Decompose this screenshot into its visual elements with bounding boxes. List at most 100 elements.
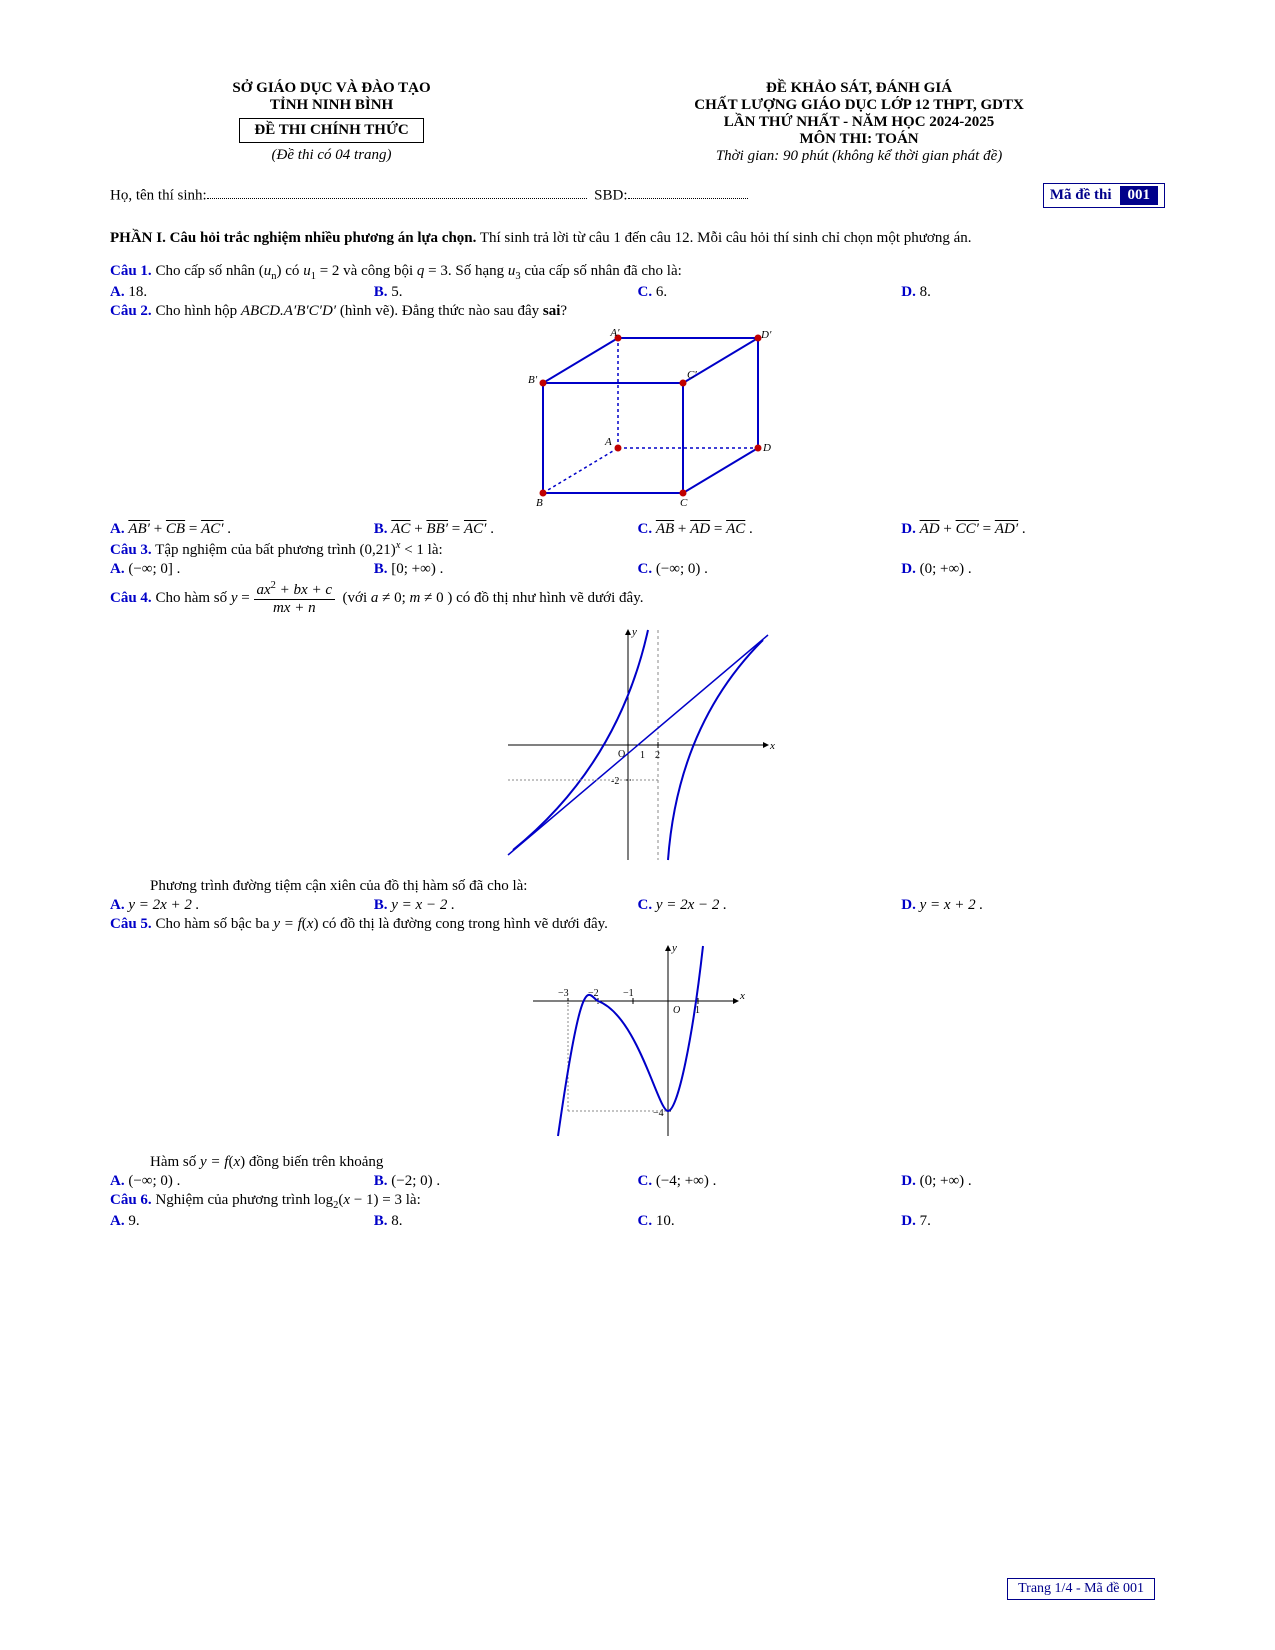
q5-svg: x y O −3 −2 −1 1 −4	[528, 941, 748, 1141]
svg-text:x: x	[739, 990, 745, 1002]
q1-A-text: 18.	[128, 284, 147, 300]
header-left: SỞ GIÁO DỤC VÀ ĐÀO TẠO TỈNH NINH BÌNH ĐỀ…	[110, 80, 553, 165]
q4-tb: (với	[339, 590, 371, 606]
q4-tc: ) có đồ thị như hình vẽ dưới đây.	[444, 590, 644, 606]
svg-text:y: y	[671, 942, 677, 954]
title2: CHẤT LƯỢNG GIÁO DỤC LỚP 12 THPT, GDTX	[553, 97, 1165, 114]
q2-choices: A. AB′ + CB = AC′ . B. AC + BB′ = AC′ . …	[110, 521, 1165, 538]
q1-choices: A. 18. B. 5. C. 6. D. 8.	[110, 284, 1165, 301]
q3-label: Câu 3.	[110, 542, 152, 558]
q2-text: Cho hình hộp ABCD.A′B′C′D′ (hình vẽ). Đẳ…	[152, 303, 567, 319]
q2-D: D. AD + CC′ = AD′ .	[901, 521, 1165, 538]
q3-A-text: (−∞; 0] .	[128, 561, 180, 577]
q3-D-text: (0; +∞) .	[920, 561, 972, 577]
svg-text:x: x	[769, 740, 775, 752]
svg-text:−1: −1	[623, 988, 634, 999]
q3-choices: A. (−∞; 0] . B. [0; +∞) . C. (−∞; 0) . D…	[110, 561, 1165, 578]
official-box: ĐỀ THI CHÍNH THỨC	[239, 118, 423, 143]
q6-D: D. 7.	[901, 1213, 1165, 1230]
q6-B-text: 8.	[391, 1213, 402, 1229]
q4-C: C. y = 2x − 2 .	[638, 897, 902, 914]
q5-pb: đồng biến trên khoảng	[245, 1154, 383, 1170]
q4-prompt: Phương trình đường tiệm cận xiên của đồ …	[150, 878, 1165, 895]
q1-A: A. 18.	[110, 284, 374, 301]
q3-D: D. (0; +∞) .	[901, 561, 1165, 578]
svg-text:2: 2	[655, 750, 660, 761]
q4-C-text: y = 2x − 2 .	[656, 897, 727, 913]
q1-tc: và công bội	[339, 263, 416, 279]
part1-heading: PHẦN I. Câu hỏi trắc nghiệm nhiều phương…	[110, 230, 1165, 247]
q4-ta: Cho hàm số	[152, 590, 231, 606]
q3-ta: Tập nghiệm của bất phương trình	[152, 542, 360, 558]
q5-tb: có đồ thị là đường cong trong hình vẽ dư…	[318, 916, 607, 932]
q4-B-text: y = x − 2 .	[391, 897, 455, 913]
q4-D: D. y = x + 2 .	[901, 897, 1165, 914]
code-num: 001	[1120, 186, 1159, 205]
q3-A: A. (−∞; 0] .	[110, 561, 374, 578]
dept-line1: SỞ GIÁO DỤC VÀ ĐÀO TẠO	[110, 80, 553, 97]
svg-text:A: A	[604, 436, 612, 448]
q6-B: B. 8.	[374, 1213, 638, 1230]
q5-prompt: Hàm số y = f(x) đồng biến trên khoảng	[150, 1154, 1165, 1171]
name-dots	[207, 186, 587, 200]
q5-A: A. (−∞; 0) .	[110, 1173, 374, 1190]
svg-text:O: O	[673, 1005, 680, 1016]
svg-text:D′: D′	[760, 329, 772, 341]
q6-tb: là:	[402, 1192, 421, 1208]
svg-text:C′: C′	[687, 369, 697, 381]
q1-ta: Cho cấp số nhân	[152, 263, 259, 279]
q5-pa: Hàm số	[150, 1154, 200, 1170]
svg-text:y: y	[631, 626, 637, 638]
q1-C-text: 6.	[656, 284, 667, 300]
header-right: ĐỀ KHẢO SÁT, ĐÁNH GIÁ CHẤT LƯỢNG GIÁO DỤ…	[553, 80, 1165, 165]
q5-B: B. (−2; 0) .	[374, 1173, 638, 1190]
q1-B: B. 5.	[374, 284, 638, 301]
q5-choices: A. (−∞; 0) . B. (−2; 0) . C. (−4; +∞) . …	[110, 1173, 1165, 1190]
title3: LẦN THỨ NHẤT - NĂM HỌC 2024-2025	[553, 114, 1165, 131]
svg-text:−4: −4	[653, 1108, 664, 1119]
question-5: Câu 5. Cho hàm số bậc ba y = f(x) có đồ …	[110, 916, 1165, 1190]
svg-text:D: D	[762, 442, 771, 454]
q5-D-text: (0; +∞) .	[920, 1173, 972, 1189]
q5-figure: x y O −3 −2 −1 1 −4	[110, 941, 1165, 1146]
exam-code-box: Mã đề thi 001	[1043, 183, 1165, 208]
part1-rest: Thí sinh trả lời từ câu 1 đến câu 12. Mỗ…	[476, 230, 971, 246]
q4-svg: x y O 1 2 -2	[498, 625, 778, 865]
name-label: Họ, tên thí sinh:	[110, 187, 207, 203]
q4-A-text: y = 2x + 2 .	[128, 897, 199, 913]
svg-text:B′: B′	[528, 374, 538, 386]
q1-D-text: 8.	[920, 284, 931, 300]
q1-tb: có	[282, 263, 304, 279]
question-4: Câu 4. Cho hàm số y = ax2 + bx + cmx + n…	[110, 580, 1165, 914]
q6-C-text: 10.	[656, 1213, 675, 1229]
part1-title: PHẦN I. Câu hỏi trắc nghiệm nhiều phương…	[110, 230, 476, 246]
sbd-label: SBD:	[594, 187, 627, 203]
q3-B: B. [0; +∞) .	[374, 561, 638, 578]
q4-figure: x y O 1 2 -2	[110, 625, 1165, 870]
q3-C-text: (−∞; 0) .	[656, 561, 708, 577]
q6-A-text: 9.	[128, 1213, 139, 1229]
q2-figure: BC DA B′C′ D′A′	[110, 328, 1165, 513]
title4: MÔN THI: TOÁN	[553, 131, 1165, 148]
q6-D-text: 7.	[920, 1213, 931, 1229]
code-label: Mã đề thi	[1050, 187, 1112, 204]
q4-D-text: y = x + 2 .	[920, 897, 984, 913]
title1: ĐỀ KHẢO SÁT, ĐÁNH GIÁ	[553, 80, 1165, 97]
question-3: Câu 3. Tập nghiệm của bất phương trình (…	[110, 540, 1165, 578]
sbd-dots	[628, 186, 748, 200]
header: SỞ GIÁO DỤC VÀ ĐÀO TẠO TỈNH NINH BÌNH ĐỀ…	[110, 80, 1165, 165]
q6-A: A. 9.	[110, 1213, 374, 1230]
q3-C: C. (−∞; 0) .	[638, 561, 902, 578]
q2-C: C. AB + AD = AC .	[638, 521, 902, 538]
question-2: Câu 2. Cho hình hộp ABCD.A′B′C′D′ (hình …	[110, 303, 1165, 538]
name-field: Họ, tên thí sinh: SBD:	[110, 186, 748, 205]
q1-C: C. 6.	[638, 284, 902, 301]
question-6: Câu 6. Nghiệm của phương trình log2(x − …	[110, 1192, 1165, 1230]
svg-text:A′: A′	[609, 328, 620, 339]
q1-label: Câu 1.	[110, 263, 152, 279]
q6-C: C. 10.	[638, 1213, 902, 1230]
svg-text:−3: −3	[558, 988, 569, 999]
q6-ta: Nghiệm của phương trình	[152, 1192, 314, 1208]
q5-label: Câu 5.	[110, 916, 152, 932]
page-footer: Trang 1/4 - Mã đề 001	[1007, 1578, 1155, 1600]
